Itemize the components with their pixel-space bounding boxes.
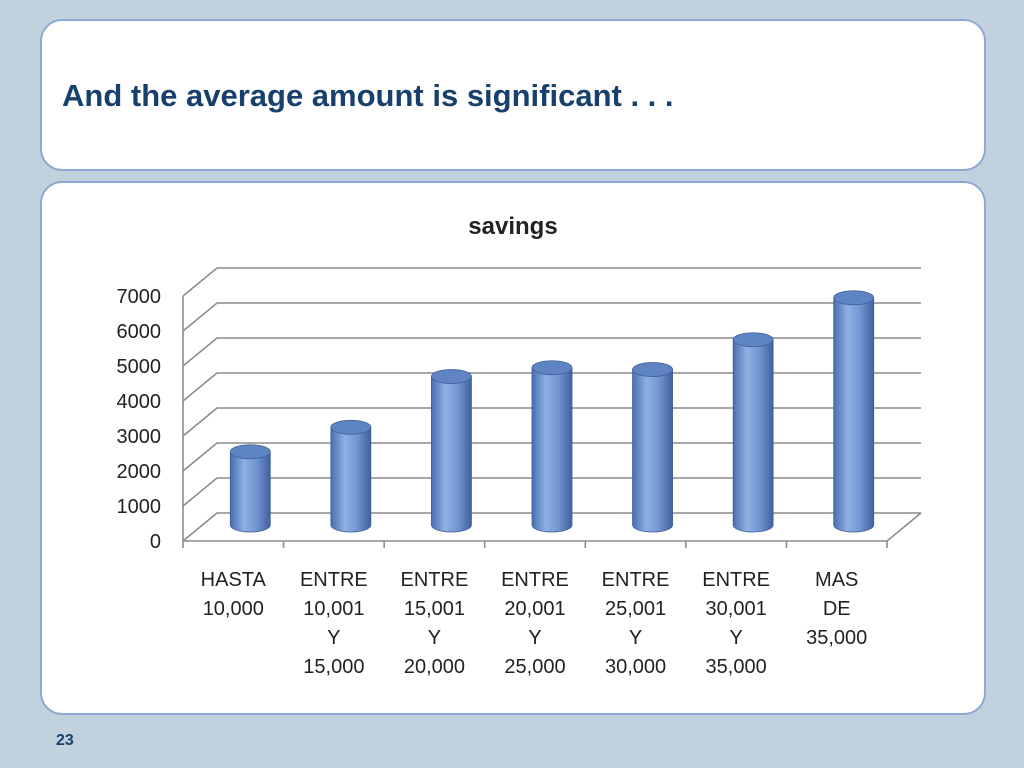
bar: [229, 444, 271, 533]
x-category-label: ENTRE 30,001 Y 35,000: [702, 569, 770, 678]
y-tick-label: 7000: [117, 286, 162, 308]
x-category-label: ENTRE 15,001 Y 20,000: [401, 569, 469, 678]
slide-title: And the average amount is significant . …: [62, 78, 674, 113]
y-tick-label: 5000: [117, 356, 162, 378]
gridline: [182, 442, 921, 472]
gridline: [182, 512, 921, 542]
bar: [732, 332, 774, 533]
x-category-label: ENTRE 10,001 Y 15,000: [300, 569, 368, 678]
floor-edge: [886, 512, 922, 542]
gridline: [182, 477, 921, 507]
y-tick-label: 6000: [117, 321, 162, 343]
bar: [531, 360, 573, 533]
x-category-label: ENTRE 25,001 Y 30,000: [602, 569, 670, 678]
y-tick-label: 0: [150, 531, 161, 553]
gridline: [182, 337, 921, 367]
chart-bars: [229, 290, 875, 533]
x-category-label: HASTA 10,000: [201, 569, 267, 620]
bar: [330, 419, 372, 533]
title-panel: And the average amount is significant . …: [40, 19, 986, 171]
chart-panel: [40, 181, 986, 715]
x-category-label: MAS DE 35,000: [806, 569, 867, 649]
chart-gridlines: [182, 267, 922, 548]
y-tick-label: 4000: [117, 391, 162, 413]
bar: [632, 362, 673, 533]
x-axis-labels: HASTA 10,000 ENTRE 10,001 Y 15,000 ENTRE 15,001…: [201, 569, 868, 678]
slide-number: 23: [56, 732, 74, 749]
gridline: [182, 372, 921, 402]
chart-title: savings: [468, 213, 557, 240]
bar: [431, 369, 472, 533]
y-axis-ticks: 0 1000 2000 3000 4000 5000 6000 7000: [117, 286, 162, 553]
y-tick-label: 3000: [117, 426, 162, 448]
gridline: [182, 407, 921, 437]
y-tick-label: 2000: [117, 461, 162, 483]
gridline: [182, 302, 921, 332]
gridline: [182, 267, 921, 297]
bar: [833, 290, 875, 533]
y-tick-label: 1000: [117, 496, 162, 518]
x-category-label: ENTRE 20,001 Y 25,000: [501, 569, 569, 678]
